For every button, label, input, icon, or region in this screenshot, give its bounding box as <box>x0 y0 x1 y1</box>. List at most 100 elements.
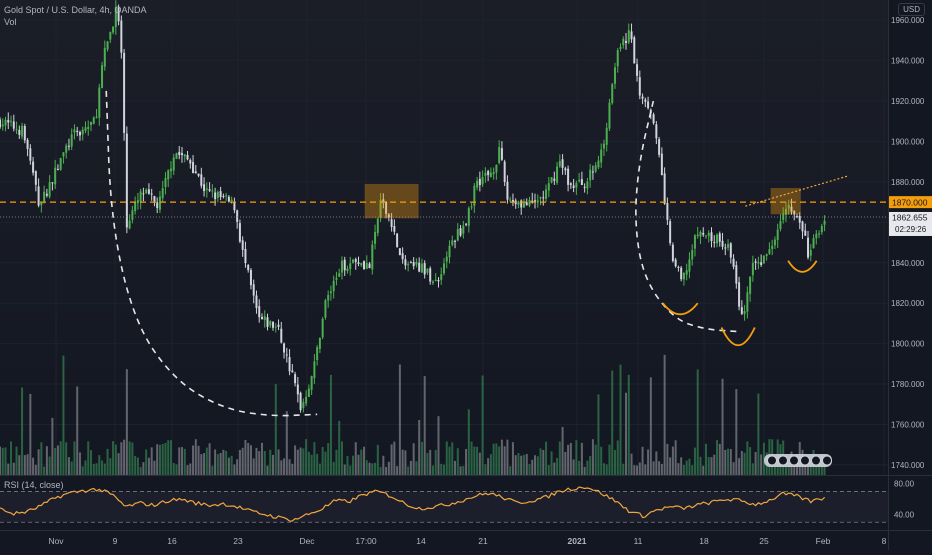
rsi-line <box>0 486 826 522</box>
candle-body <box>247 264 250 271</box>
candle-body <box>484 172 487 176</box>
candle-body <box>230 199 233 202</box>
candle-body <box>103 48 106 67</box>
candle-body <box>360 262 363 266</box>
volume-bar <box>757 393 760 475</box>
volume-bar <box>247 443 250 475</box>
candle-body <box>18 130 21 135</box>
rsi-label: RSI (14, close) <box>4 480 64 490</box>
candle-body <box>208 189 211 191</box>
candle-body <box>263 316 266 321</box>
volume-bar <box>616 440 619 475</box>
volume-bar <box>360 449 363 475</box>
candle-body <box>401 253 404 260</box>
candle-body <box>754 261 757 263</box>
y-tick-label: 1920.000 <box>891 97 925 106</box>
currency-badge[interactable]: USD <box>898 3 925 16</box>
trendline-drawing[interactable] <box>745 175 849 207</box>
handle-arc-drawing[interactable] <box>787 260 818 273</box>
candle-body <box>727 244 730 248</box>
candle-body <box>779 221 782 229</box>
volume-bar <box>746 441 749 475</box>
event-marker-dot[interactable] <box>822 455 832 466</box>
candle-body <box>214 192 217 200</box>
volume-bar <box>636 465 639 475</box>
volume-bar <box>274 384 277 475</box>
candle-body <box>131 210 134 220</box>
candle-body <box>487 171 490 176</box>
volume-bar <box>545 441 548 475</box>
candle-body <box>114 7 117 28</box>
rsi-pane: 40.00 80.00 <box>0 476 915 530</box>
candle-body <box>398 248 401 256</box>
candle-body <box>724 247 727 249</box>
event-marker-dot[interactable] <box>767 455 777 466</box>
volume-bar <box>95 463 98 475</box>
volume-bar <box>15 446 18 475</box>
candle-body <box>368 263 371 269</box>
volume-bar <box>591 439 594 475</box>
candle-body <box>743 311 746 315</box>
volume-bar <box>32 457 35 475</box>
candle-body <box>87 126 90 130</box>
candle-body <box>462 225 465 234</box>
candle-body <box>216 192 219 198</box>
volume-bar <box>732 462 735 475</box>
volume-bar <box>569 442 572 475</box>
candle-body <box>569 183 572 185</box>
volume-bar <box>818 460 821 475</box>
candle-body <box>252 284 255 296</box>
volume-bar <box>418 419 421 475</box>
candle-body <box>327 294 330 301</box>
volume-bar <box>749 447 752 475</box>
candle-body <box>751 262 754 276</box>
volume-bar <box>43 466 46 475</box>
candle-body <box>172 157 175 171</box>
candle-body <box>241 240 244 250</box>
volume-bar <box>106 448 109 475</box>
candle-body <box>580 179 583 185</box>
volume-bar <box>804 463 807 475</box>
candle-body <box>357 262 360 264</box>
volume-bar <box>62 355 65 475</box>
x-tick-label: Feb <box>816 536 831 546</box>
volume-bar <box>534 455 537 475</box>
rsi-tick-label: 80.00 <box>894 480 915 489</box>
cup-curve-drawing[interactable] <box>635 100 738 333</box>
candle-body <box>704 235 707 237</box>
volume-bar <box>272 454 275 475</box>
handle-arc-drawing[interactable] <box>662 302 699 316</box>
handle-arc-drawing[interactable] <box>720 327 756 347</box>
candle-body <box>773 239 776 246</box>
cup-curve-drawing[interactable] <box>105 90 318 417</box>
candle-body <box>429 268 432 282</box>
event-marker-dot[interactable] <box>800 455 810 466</box>
candle-body <box>178 151 181 156</box>
volume-bar <box>685 460 688 475</box>
candle-body <box>597 160 600 168</box>
volume-bar <box>205 447 208 475</box>
event-marker-dot[interactable] <box>789 455 799 466</box>
candle-body <box>542 197 545 199</box>
candle-body <box>244 248 247 264</box>
candle-body <box>379 199 382 218</box>
event-marker-dot[interactable] <box>778 455 788 466</box>
volume-bar <box>227 457 230 475</box>
candle-body <box>101 65 104 88</box>
candle-body <box>260 316 263 320</box>
volume-bar <box>294 445 297 475</box>
event-marker-dot[interactable] <box>811 455 821 466</box>
event-markers[interactable] <box>764 454 832 467</box>
volume-bar <box>225 450 228 475</box>
symbol-title[interactable]: Gold Spot / U.S. Dollar, 4h, OANDA <box>4 5 147 15</box>
candle-body <box>142 193 145 195</box>
candle-body <box>288 357 291 372</box>
volume-bar <box>619 364 622 475</box>
volume-bar <box>249 445 252 475</box>
volume-bar <box>445 441 448 475</box>
y-tick-label: 1960.000 <box>891 16 925 25</box>
volume-bar <box>718 443 721 475</box>
volume-bar <box>809 460 812 475</box>
